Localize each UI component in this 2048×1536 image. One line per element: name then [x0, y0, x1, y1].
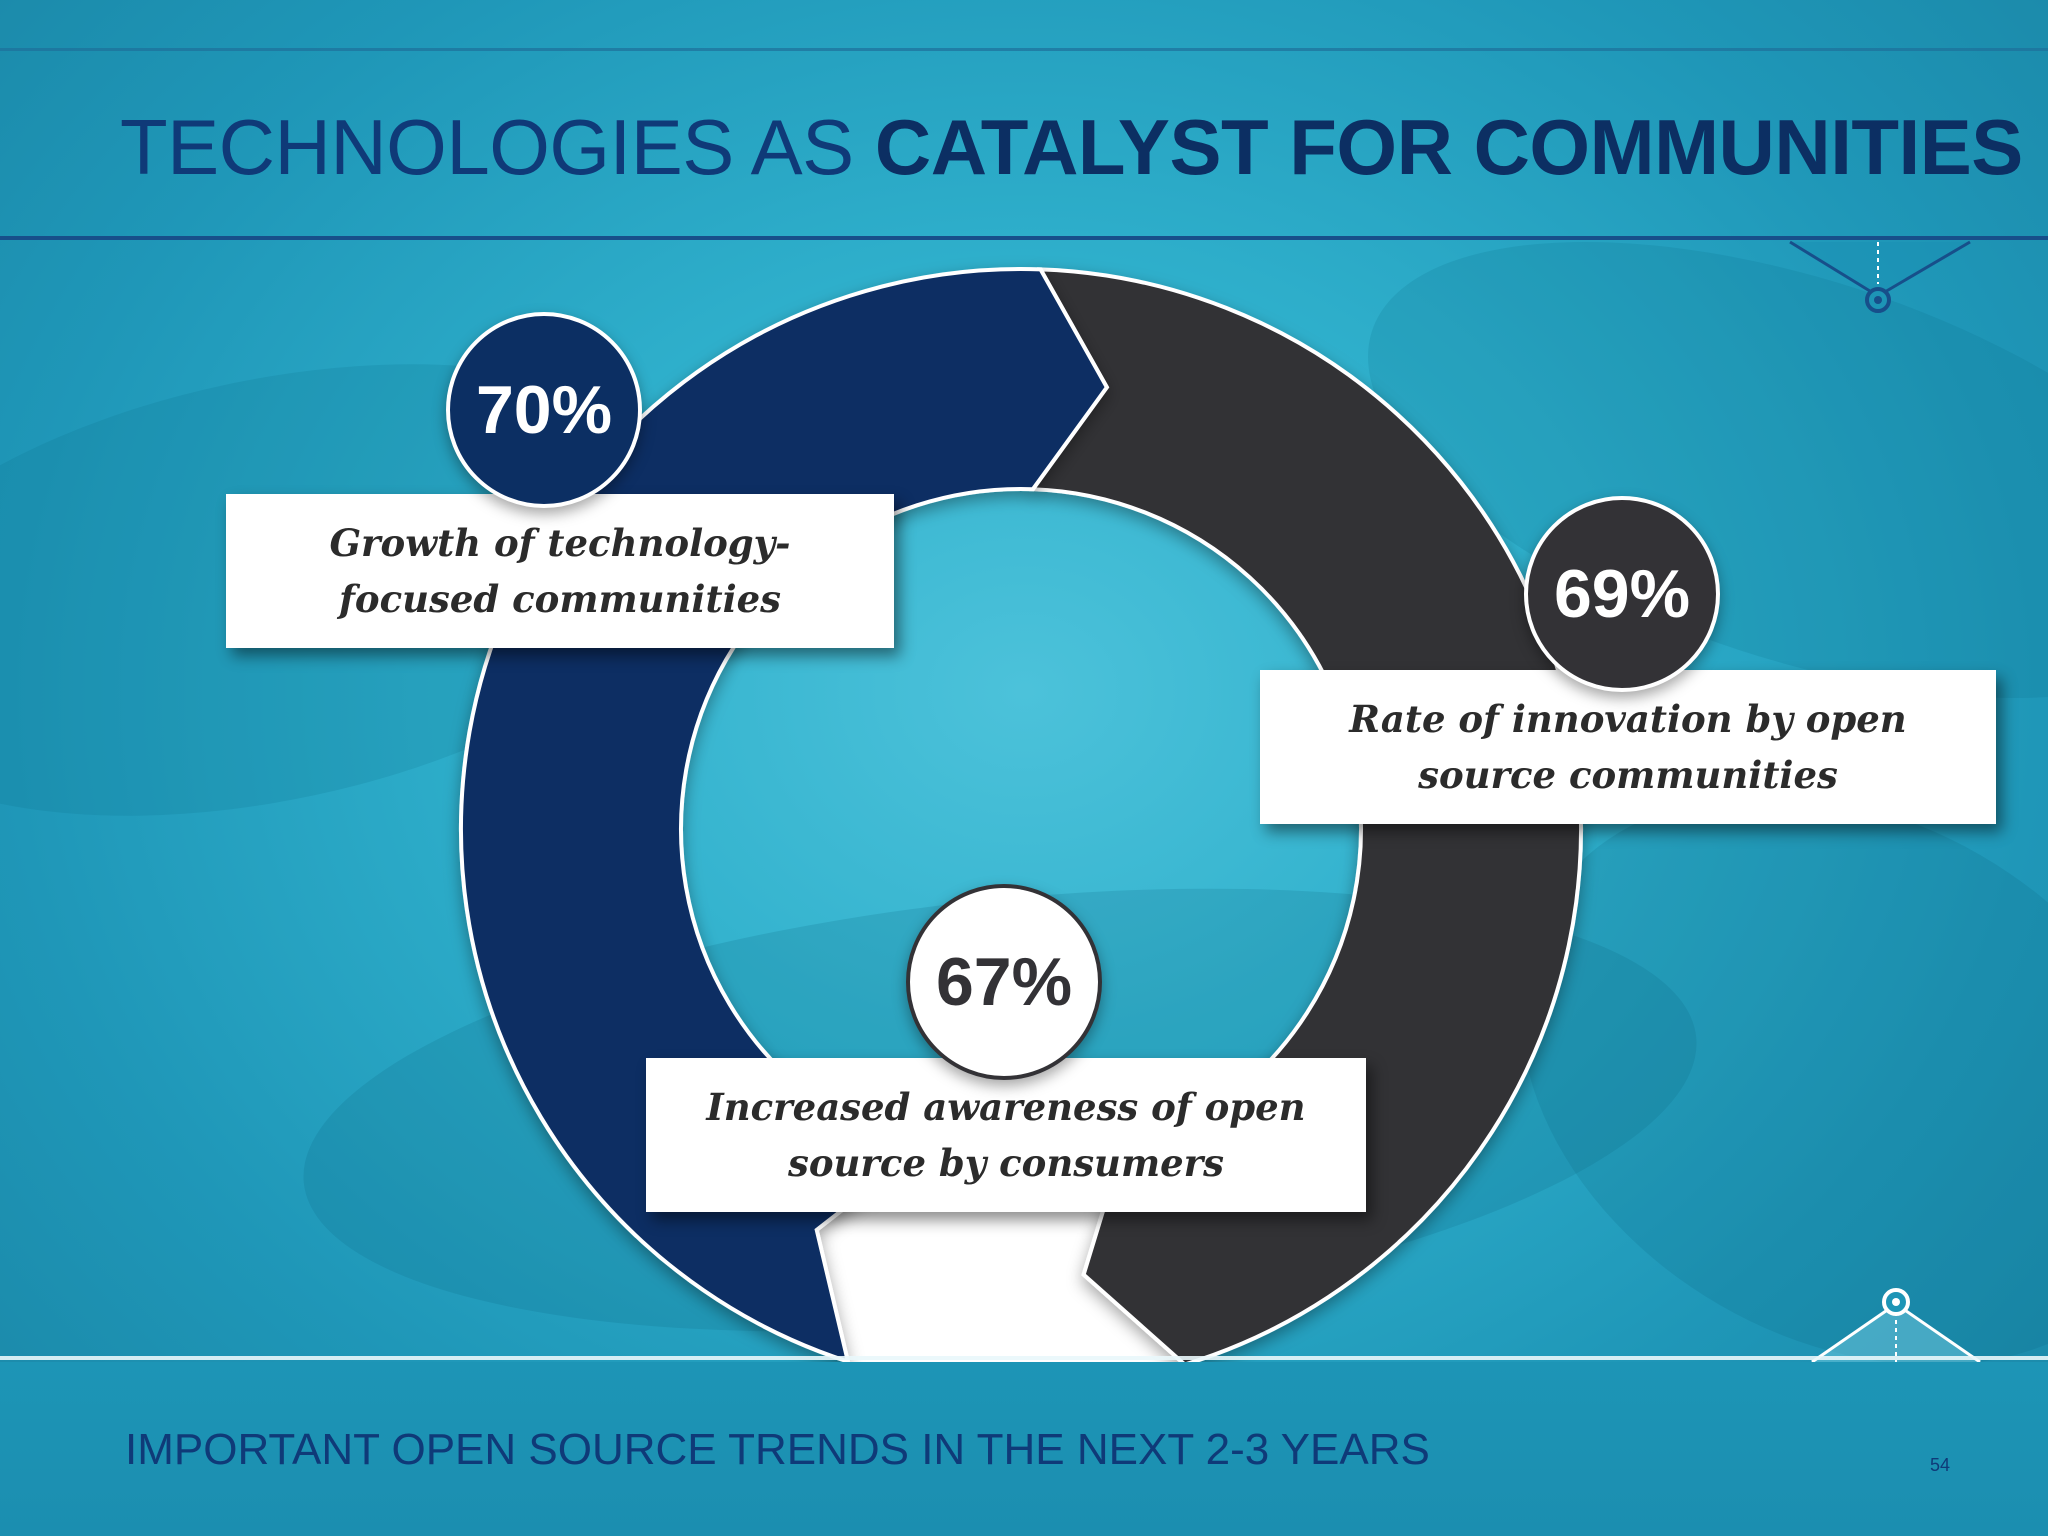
percent-badge-innovation: 69%: [1524, 496, 1720, 692]
label-growth-communities: Growth of technology- focused communitie…: [226, 494, 894, 648]
title-regular: TECHNOLOGIES AS: [120, 103, 875, 191]
label-innovation-rate: Rate of innovation by open source commun…: [1260, 670, 1996, 824]
label-line: source communities: [1418, 753, 1838, 797]
corner-ornament-bottom: [1811, 1288, 1981, 1364]
footer-rule: [0, 1356, 2048, 1360]
label-line: focused communities: [338, 577, 781, 621]
footer-band: [0, 1362, 2048, 1536]
title-bold: CATALYST FOR COMMUNITIES: [874, 103, 2023, 191]
title-underline: [0, 236, 2048, 240]
top-rule: [0, 48, 2048, 51]
label-line: source by consumers: [788, 1141, 1224, 1185]
percent-badge-growth: 70%: [446, 312, 642, 508]
corner-ornament-top: [1789, 240, 1971, 313]
slide-subtitle: IMPORTANT OPEN SOURCE TRENDS IN THE NEXT…: [125, 1425, 1430, 1474]
label-line: Growth of technology-: [329, 521, 791, 565]
page-title: TECHNOLOGIES AS CATALYST FOR COMMUNITIES: [120, 102, 2023, 193]
label-line: Rate of innovation by open: [1349, 697, 1907, 741]
percent-badge-awareness: 67%: [906, 884, 1102, 1080]
label-consumer-awareness: Increased awareness of open source by co…: [646, 1058, 1366, 1212]
page-number: 54: [1930, 1455, 1951, 1475]
label-line: Increased awareness of open: [706, 1085, 1306, 1129]
